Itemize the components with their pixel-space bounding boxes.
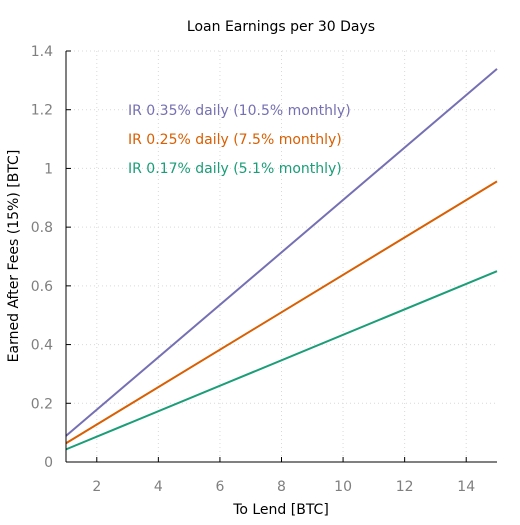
legend-entry-1: IR 0.35% daily (10.5% monthly) (128, 103, 351, 119)
y-tick-label: 1 (44, 161, 53, 177)
series-lines (65, 68, 498, 451)
chart-title: Loan Earnings per 30 Days (187, 19, 375, 35)
x-tick-label: 6 (215, 479, 224, 495)
x-tick-label: 4 (154, 479, 163, 495)
grid (66, 50, 497, 462)
legend-entry-3: IR 0.17% daily (5.1% monthly) (128, 161, 342, 177)
series-line-3 (65, 270, 498, 451)
x-tick-label: 14 (457, 479, 475, 495)
y-tick-label: 0.6 (31, 279, 53, 295)
y-tick-label: 0 (44, 455, 53, 471)
legend-entry-2: IR 0.25% daily (7.5% monthly) (128, 132, 342, 148)
x-axis-title: To Lend [BTC] (232, 502, 329, 518)
x-tick-label: 8 (277, 479, 286, 495)
series-line-2 (65, 180, 498, 445)
x-tick-label: 2 (92, 479, 101, 495)
y-axis-title: Earned After Fees (15%) [BTC] (6, 150, 22, 363)
series-line-1 (65, 68, 498, 437)
y-tick-label: 1.4 (31, 44, 53, 60)
y-tick-label: 0.4 (31, 338, 53, 354)
y-tick-label: 0.8 (31, 220, 53, 236)
x-axis-ticks: 2 4 6 8 10 12 14 (92, 457, 475, 495)
x-tick-label: 10 (334, 479, 352, 495)
y-tick-label: 1.2 (31, 103, 53, 119)
legend: IR 0.35% daily (10.5% monthly) IR 0.25% d… (128, 103, 351, 177)
y-tick-label: 0.2 (31, 396, 53, 412)
x-tick-label: 12 (396, 479, 414, 495)
y-axis-ticks: 0 0.2 0.4 0.6 0.8 1 1.2 1.4 (31, 44, 71, 471)
